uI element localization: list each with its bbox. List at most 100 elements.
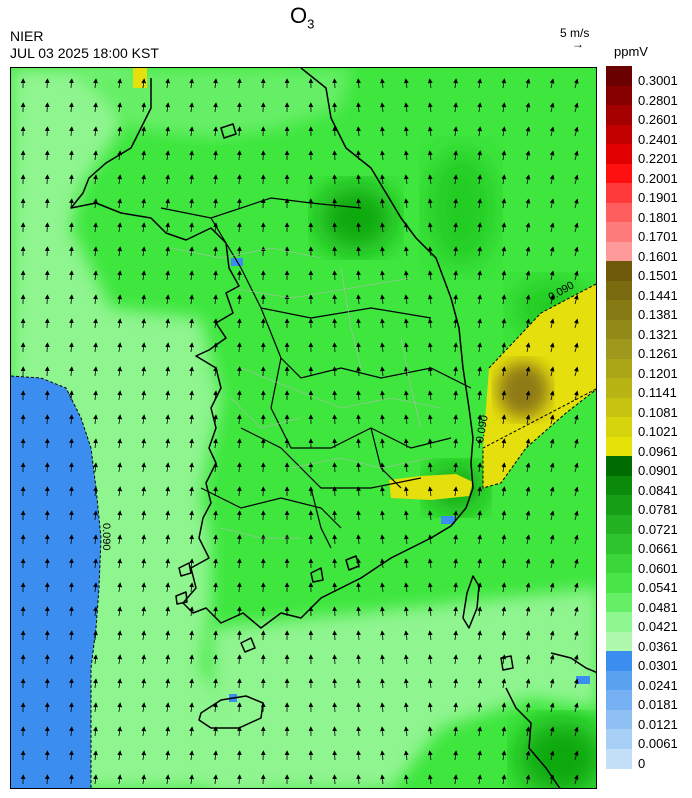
- wind-arrow: [141, 174, 147, 185]
- wind-arrow: [69, 558, 74, 569]
- wind-arrow: [165, 270, 171, 281]
- wind-arrow: [427, 294, 433, 305]
- high-ozone-core: [497, 362, 549, 418]
- wind-arrow: [332, 270, 338, 281]
- legend-level-label: 0.2401: [638, 131, 678, 147]
- wind-arrow: [117, 486, 123, 497]
- wind-arrow: [549, 174, 555, 185]
- legend-level-label: 0.0181: [638, 697, 678, 712]
- legend-swatch: [606, 66, 632, 86]
- wind-arrow: [356, 702, 361, 713]
- wind-arrow: [453, 558, 458, 569]
- wind-arrow: [165, 678, 171, 689]
- wind-arrow: [141, 126, 147, 137]
- wind-arrow: [44, 462, 50, 473]
- wind-arrow: [380, 342, 385, 353]
- wind-arrow: [93, 222, 98, 233]
- chart-title: O3: [290, 5, 314, 32]
- wind-arrow: [573, 318, 579, 329]
- wind-arrow: [525, 246, 531, 257]
- legend-swatch: [606, 475, 632, 496]
- wind-arrow: [477, 702, 483, 713]
- wind-arrow: [380, 246, 385, 257]
- japan-coast-north: [550, 652, 596, 673]
- wind-arrow: [332, 366, 338, 377]
- legend-level-label: 0.0661: [638, 541, 678, 556]
- wind-arrow: [189, 414, 194, 425]
- wind-arrow: [501, 558, 507, 569]
- wind-arrow: [117, 342, 123, 353]
- wind-arrow: [117, 438, 123, 449]
- wind-arrow: [549, 486, 555, 497]
- wind-arrow: [332, 390, 338, 401]
- wind-arrow: [213, 750, 218, 761]
- legend-swatch: [606, 631, 632, 652]
- wind-arrow: [453, 750, 458, 761]
- legend-swatch: [606, 748, 632, 769]
- wind-arrow: [356, 678, 361, 689]
- wind-arrow: [189, 150, 194, 161]
- legend-swatch: [606, 612, 632, 632]
- wind-arrow: [380, 630, 385, 641]
- wind-arrow: [403, 174, 409, 185]
- wind-arrow: [141, 558, 147, 569]
- wind-arrow: [403, 702, 409, 713]
- wind-arrow: [117, 414, 123, 425]
- wind-arrow: [356, 654, 361, 665]
- wind-arrow: [332, 534, 338, 545]
- wind-arrow: [93, 150, 98, 161]
- wind-arrow: [477, 774, 483, 785]
- wind-arrow: [453, 462, 458, 473]
- wind-arrow: [332, 510, 338, 521]
- legend-swatch: [606, 651, 632, 671]
- wind-arrow: [44, 630, 50, 641]
- wind-arrow: [44, 582, 50, 593]
- wind-arrow: [189, 630, 194, 641]
- wind-arrow: [477, 246, 483, 257]
- wind-arrow: [236, 654, 242, 665]
- wind-arrow: [69, 534, 74, 545]
- wind-arrow: [573, 630, 579, 641]
- contour-label-southeast: 0.090: [474, 414, 491, 443]
- legend-level-label: 0.1261: [638, 346, 678, 361]
- wind-arrow: [453, 582, 458, 593]
- wind-arrow: [573, 126, 579, 137]
- wind-arrow: [427, 606, 433, 617]
- wind-arrow: [477, 294, 483, 305]
- wind-arrow: [356, 102, 361, 113]
- wind-arrow: [213, 582, 218, 593]
- wind-arrow: [453, 318, 458, 329]
- peninsula-coastline: [70, 68, 474, 629]
- wind-arrow: [403, 678, 409, 689]
- wind-arrow: [165, 294, 171, 305]
- wind-arrow: [403, 366, 409, 377]
- wind-arrow: [44, 174, 50, 185]
- wind-arrow: [236, 582, 242, 593]
- wind-arrow: [356, 462, 361, 473]
- legend-swatch: [606, 709, 632, 730]
- wind-arrow: [477, 318, 483, 329]
- wind-arrow: [453, 702, 458, 713]
- wind-arrow: [525, 150, 531, 161]
- legend-swatch: [606, 573, 632, 593]
- wind-arrow: [525, 342, 531, 353]
- wind-arrow: [189, 534, 194, 545]
- wind-arrow: [332, 294, 338, 305]
- wind-arrow: [332, 606, 338, 617]
- wind-arrow: [332, 630, 338, 641]
- wind-arrow: [403, 558, 409, 569]
- wind-arrow: [356, 126, 361, 137]
- wind-arrow: [525, 774, 531, 785]
- wind-arrow: [44, 102, 50, 113]
- wind-arrow: [453, 174, 458, 185]
- legend-swatch: [606, 261, 632, 281]
- wind-arrow: [380, 726, 385, 737]
- wind-arrow: [165, 654, 171, 665]
- wind-arrow: [93, 270, 98, 281]
- wind-arrow: [525, 78, 531, 89]
- wind-arrow: [69, 726, 74, 737]
- wind-arrow: [403, 726, 409, 737]
- wind-arrow: [332, 318, 338, 329]
- wind-arrow: [356, 414, 361, 425]
- wind-arrow: [525, 654, 531, 665]
